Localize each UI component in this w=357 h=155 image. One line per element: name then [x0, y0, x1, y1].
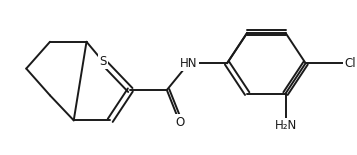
Text: S: S	[99, 55, 107, 68]
Text: H₂N: H₂N	[275, 119, 297, 132]
Text: HN: HN	[180, 57, 197, 70]
Text: O: O	[175, 116, 184, 129]
Text: Cl: Cl	[344, 57, 356, 70]
